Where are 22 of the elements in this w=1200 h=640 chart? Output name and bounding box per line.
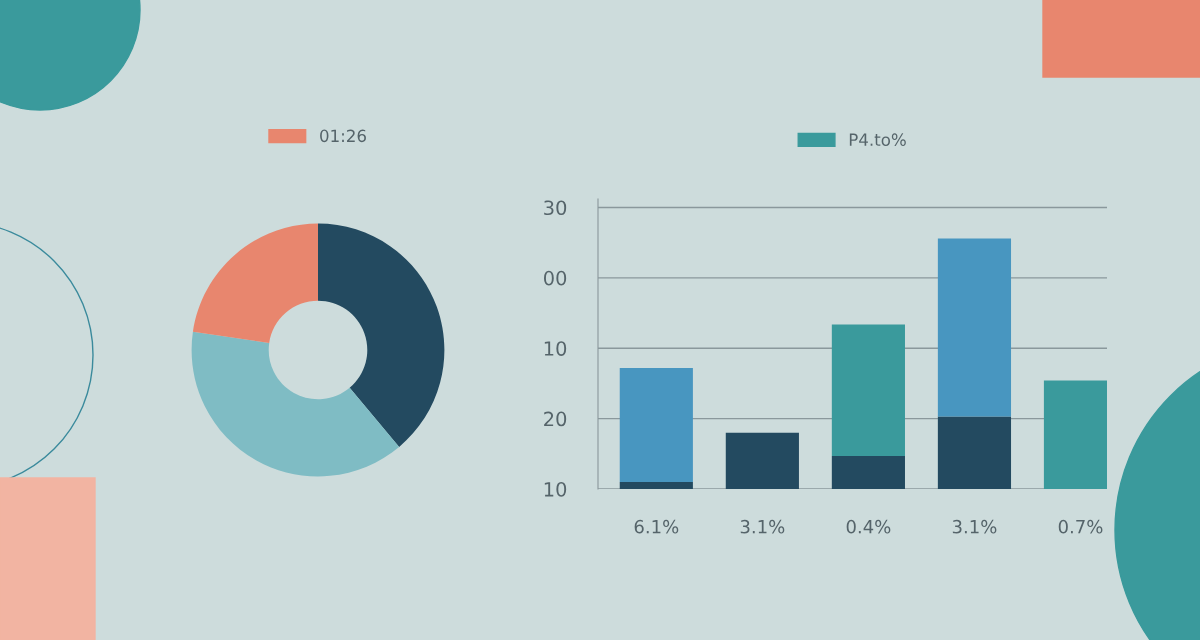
bar — [619, 481, 693, 489]
text: 30 — [544, 200, 567, 216]
x-tick-label: 3.1% — [952, 519, 997, 534]
bar — [831, 324, 905, 456]
x-tick-label: 0.7% — [1058, 519, 1103, 534]
legend-label: P4.to% — [849, 133, 906, 146]
text: 10 — [544, 481, 567, 497]
donut-slice — [192, 223, 318, 343]
text: 10 — [544, 341, 567, 356]
x-tick-label: 3.1% — [740, 519, 785, 534]
bar — [937, 238, 1012, 417]
text: 20 — [544, 411, 567, 427]
bar — [725, 432, 799, 489]
legend-label: 01:26 — [320, 129, 366, 143]
bar — [831, 455, 905, 489]
text: 00 — [543, 270, 567, 286]
donut-slice — [318, 223, 445, 447]
bar — [937, 416, 1012, 489]
donut-slice — [191, 331, 400, 477]
x-tick-label: 6.1% — [634, 519, 679, 534]
x-tick-label: 0.4% — [846, 519, 891, 534]
bar — [619, 368, 693, 482]
